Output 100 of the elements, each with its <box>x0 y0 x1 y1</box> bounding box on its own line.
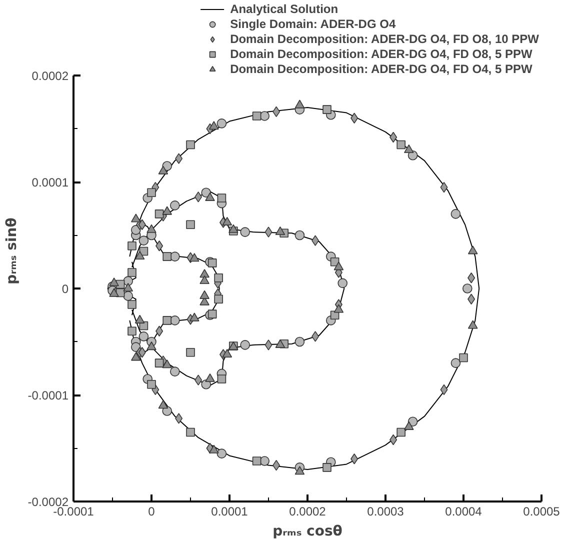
point <box>216 448 227 458</box>
point <box>131 214 141 222</box>
legend-label: Domain Decomposition: ADER-DG O4, FD O4, 5 PPW <box>230 62 532 76</box>
point <box>450 358 461 368</box>
point <box>322 463 332 472</box>
x-tick-label: 0.0005 <box>523 504 560 518</box>
point <box>200 290 210 299</box>
point <box>322 105 332 114</box>
point <box>194 374 202 386</box>
point <box>205 373 215 382</box>
point <box>252 456 262 466</box>
point <box>468 320 478 329</box>
point <box>138 332 149 342</box>
point <box>158 166 168 174</box>
point <box>190 312 200 322</box>
point <box>170 366 180 376</box>
point <box>216 118 227 128</box>
legend-label: Domain Decomposition: ADER-DG O4, FD O8, 5 PPW <box>230 47 532 61</box>
x-tick-label: 0.0003 <box>367 504 404 518</box>
point <box>459 353 468 362</box>
point <box>128 300 136 309</box>
point <box>222 216 232 226</box>
point <box>208 258 217 268</box>
point <box>217 374 226 384</box>
point <box>134 314 145 324</box>
point <box>156 240 164 252</box>
point <box>190 253 200 262</box>
point <box>404 144 414 154</box>
point <box>158 400 168 409</box>
point <box>275 339 286 348</box>
x-tick-label: 0.0004 <box>445 504 482 518</box>
point <box>222 348 232 358</box>
x-tick-label: -0.0001 <box>53 504 94 518</box>
point <box>147 380 156 389</box>
point <box>162 316 172 325</box>
point <box>334 262 344 270</box>
y-tick-label: 0.0001 <box>32 176 69 190</box>
point <box>209 121 219 130</box>
point <box>200 275 210 284</box>
point <box>162 252 172 261</box>
point <box>240 340 250 350</box>
x-axis-title: pᵣₘₛ cosθ <box>272 524 343 540</box>
point <box>208 310 217 318</box>
point <box>294 230 305 240</box>
point <box>312 235 320 246</box>
point <box>252 112 262 120</box>
point <box>275 226 286 236</box>
point <box>134 250 145 260</box>
point <box>186 220 195 229</box>
point <box>194 192 202 202</box>
point <box>312 331 320 342</box>
point <box>131 352 141 361</box>
point <box>450 209 461 219</box>
point <box>217 194 226 202</box>
x-tick-label: 0.0002 <box>289 504 326 518</box>
point <box>175 413 183 424</box>
point <box>294 100 305 108</box>
point <box>214 273 223 282</box>
point <box>260 456 270 466</box>
point <box>264 226 272 238</box>
point <box>228 224 238 233</box>
point <box>334 304 344 313</box>
point <box>186 348 195 357</box>
point <box>214 294 223 304</box>
point <box>209 444 219 454</box>
legend-label: Analytical Solution <box>230 2 338 16</box>
y-axis-title: pᵣₘₛ sinθ <box>4 217 20 284</box>
point <box>109 278 119 286</box>
point <box>146 224 156 233</box>
point <box>404 421 414 430</box>
point <box>128 242 136 250</box>
y-tick-label: 0 <box>62 282 69 296</box>
point <box>162 206 172 215</box>
point <box>186 140 195 150</box>
y-tick-label: -0.0001 <box>28 388 69 402</box>
point <box>396 140 406 150</box>
point <box>175 153 183 164</box>
point <box>109 288 119 297</box>
point <box>162 360 172 368</box>
point <box>128 268 136 277</box>
point <box>350 454 358 464</box>
x-tick-label: 0 <box>148 504 156 518</box>
point <box>154 358 164 368</box>
point <box>462 284 472 294</box>
point <box>156 326 164 336</box>
point <box>294 466 305 475</box>
point <box>147 188 156 198</box>
point <box>154 210 164 218</box>
point <box>350 112 358 124</box>
point <box>294 336 305 347</box>
point <box>338 278 348 288</box>
point <box>146 341 156 350</box>
point <box>468 246 478 254</box>
x-tick-label: 0.0001 <box>211 504 248 518</box>
point <box>200 269 210 278</box>
point <box>264 340 272 350</box>
point <box>123 282 133 292</box>
y-tick-label: 0.0002 <box>32 69 69 83</box>
point <box>260 111 270 121</box>
point <box>170 200 180 210</box>
